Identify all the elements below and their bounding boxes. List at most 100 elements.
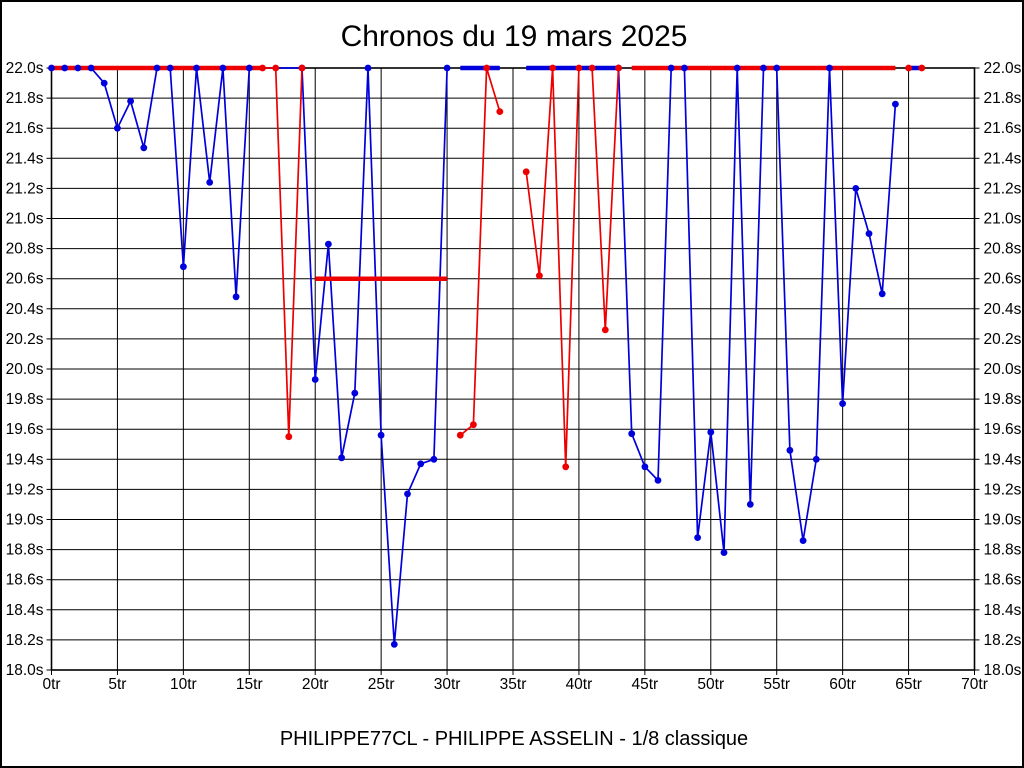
x-axis-label: 40tr xyxy=(566,676,593,693)
red-driver-point xyxy=(483,64,490,72)
blue-driver-point xyxy=(48,64,55,72)
blue-driver-point xyxy=(786,446,794,454)
plot-border xyxy=(50,67,976,671)
blue-driver-point xyxy=(799,537,807,544)
y-axis-label-right: 18.8s xyxy=(984,542,1022,559)
y-axis-label-left: 21.8s xyxy=(6,90,44,107)
x-axis-label: 15tr xyxy=(236,676,263,693)
red-driver-point xyxy=(259,64,266,72)
chart-title: Chronos du 19 mars 2025 xyxy=(341,20,688,53)
y-axis-label-left: 21.2s xyxy=(6,180,44,197)
red-driver-point xyxy=(496,108,504,115)
blue-driver-point xyxy=(417,460,425,468)
blue-driver-point xyxy=(127,97,134,105)
red-driver-point xyxy=(615,64,622,72)
y-axis-label-right: 21.6s xyxy=(984,120,1022,137)
series-markers xyxy=(48,64,926,648)
blue-driver-point xyxy=(153,64,161,72)
blue-driver-point xyxy=(206,179,214,186)
blue-driver-point xyxy=(180,263,187,271)
blue-driver-point xyxy=(351,389,359,397)
red-driver-point xyxy=(918,64,926,72)
y-axis-label-left: 18.6s xyxy=(6,572,44,589)
y-axis-label-left: 18.8s xyxy=(6,542,44,559)
blue-driver-point xyxy=(628,430,636,438)
blue-driver-point xyxy=(74,64,82,72)
blue-driver-point xyxy=(245,64,253,72)
blue-driver-point xyxy=(61,64,69,72)
blue-driver-point xyxy=(390,641,398,648)
blue-driver-point xyxy=(826,64,833,72)
blue-driver-point xyxy=(100,79,108,87)
red-driver-point xyxy=(272,64,280,72)
y-axis-label-left: 19.6s xyxy=(6,421,44,438)
y-axis-label-left: 19.8s xyxy=(6,391,44,408)
y-axis-label-right: 22.0s xyxy=(984,60,1022,77)
y-axis-label-right: 19.2s xyxy=(984,481,1022,498)
blue-driver-point xyxy=(746,501,754,508)
x-axis-label: 45tr xyxy=(631,676,658,693)
x-axis-label: 5tr xyxy=(108,676,126,693)
x-axis-label: 55tr xyxy=(763,676,790,693)
blue-driver-segment xyxy=(617,67,897,554)
y-axis-label-right: 20.2s xyxy=(984,331,1022,348)
blue-driver-point xyxy=(694,534,701,541)
y-axis-label-right: 19.0s xyxy=(984,512,1022,529)
y-axis-label-right: 20.8s xyxy=(984,241,1022,258)
blue-driver-point xyxy=(812,455,820,463)
blue-driver-point xyxy=(193,64,200,72)
blue-driver-point xyxy=(852,185,860,192)
blue-driver-point xyxy=(892,100,899,108)
blue-driver-point xyxy=(839,400,846,407)
x-axis-label: 70tr xyxy=(961,676,988,693)
blue-driver-point xyxy=(430,455,438,463)
blue-driver-point xyxy=(114,124,121,132)
x-axis-label: 10tr xyxy=(170,676,197,693)
blue-driver-point xyxy=(166,64,174,72)
blue-driver-point xyxy=(654,477,662,484)
red-driver-point xyxy=(549,64,556,72)
blue-driver-point xyxy=(377,431,385,439)
red-driver-point xyxy=(298,64,306,72)
red-driver-point xyxy=(285,433,293,441)
y-axis-label-right: 21.0s xyxy=(984,211,1022,228)
x-axis-label: 20tr xyxy=(302,676,329,693)
blue-driver-point xyxy=(667,64,675,72)
blue-driver-point xyxy=(364,64,372,72)
blue-driver-point xyxy=(878,290,886,298)
x-axis-label: 35tr xyxy=(500,676,527,693)
y-axis-label-right: 20.0s xyxy=(984,361,1022,378)
y-axis-label-right: 18.2s xyxy=(984,632,1022,649)
y-axis-label-left: 19.0s xyxy=(6,512,44,529)
red-driver-segment xyxy=(459,67,501,436)
blue-driver-point xyxy=(720,549,728,556)
x-axis-label: 60tr xyxy=(829,676,856,693)
series-lines xyxy=(51,65,922,646)
y-axis-label-left: 22.0s xyxy=(6,60,44,77)
red-driver-point xyxy=(536,272,543,280)
y-axis-label-right: 18.0s xyxy=(984,662,1022,679)
red-driver-segment xyxy=(262,67,303,438)
x-axis-label: 65tr xyxy=(895,676,922,693)
blue-driver-point xyxy=(338,454,345,462)
axis-labels: 22.0s 22.0s 21.8s 21.8s 21.6s 21.6s 21.4s 21.4s… xyxy=(6,60,1022,693)
blue-driver-point xyxy=(325,240,332,248)
y-axis-label-left: 20.4s xyxy=(6,301,44,318)
y-axis-label-left: 18.0s xyxy=(6,662,44,679)
y-axis-label-right: 20.4s xyxy=(984,301,1022,318)
y-axis-label-left: 21.0s xyxy=(6,211,44,228)
red-driver-point xyxy=(601,326,609,334)
blue-driver-segment xyxy=(51,67,448,646)
y-axis-label-left: 19.2s xyxy=(6,481,44,498)
y-axis-label-left: 19.4s xyxy=(6,451,44,468)
blue-driver-point xyxy=(87,64,95,72)
red-driver-point xyxy=(575,64,583,72)
red-driver-point xyxy=(522,168,530,176)
y-axis-label-left: 20.6s xyxy=(6,271,44,288)
y-axis-label-right: 21.4s xyxy=(984,150,1022,167)
y-axis-label-left: 20.0s xyxy=(6,361,44,378)
y-axis-label-right: 19.8s xyxy=(984,391,1022,408)
grid-lines xyxy=(51,68,975,670)
x-axis-label: 0tr xyxy=(42,676,60,693)
y-axis-label-right: 18.6s xyxy=(984,572,1022,589)
